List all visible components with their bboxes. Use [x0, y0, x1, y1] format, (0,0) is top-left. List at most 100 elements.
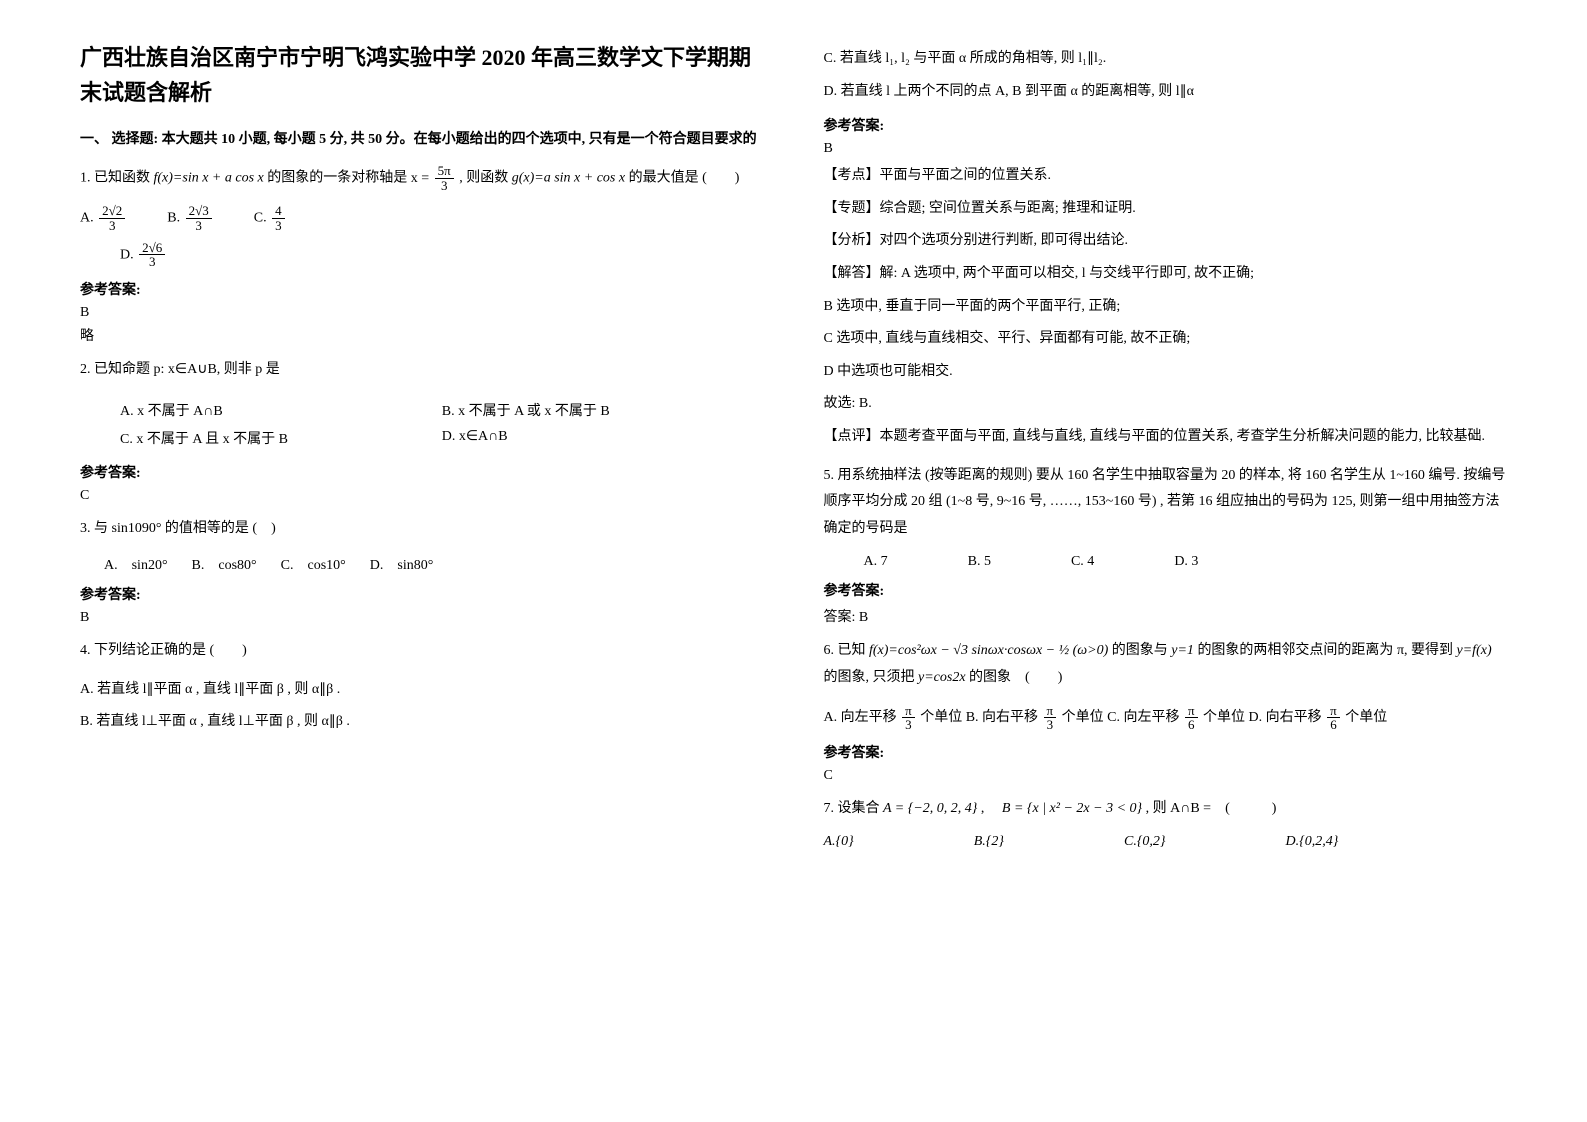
- q2-options: A. x 不属于 A∩B B. x 不属于 A 或 x 不属于 B C. x 不…: [80, 396, 764, 452]
- q6-optC-post: 个单位: [1203, 710, 1245, 725]
- q6-optA-pre: A. 向左平移: [824, 710, 897, 725]
- q7-optA: A.{0}: [824, 834, 854, 850]
- q2-optB: B. x 不属于 A 或 x 不属于 B: [442, 396, 764, 424]
- q7-optC: C.{0,2}: [1124, 834, 1166, 850]
- q5-options: A. 7 B. 5 C. 4 D. 3: [864, 554, 1508, 570]
- q6-optD: D. 向右平移 π6 个单位: [1249, 710, 1388, 725]
- q4-optA: A. 若直线 l∥平面 α , 直线 l∥平面 β , 则 α∥β .: [80, 677, 764, 704]
- q7-setA: A = {−2, 0, 2, 4}: [883, 801, 977, 816]
- q6-optB-pre: B. 向右平移: [966, 710, 1038, 725]
- q1-note: 略: [80, 325, 764, 345]
- q3-answer: B: [80, 610, 764, 626]
- q1-answer-label: 参考答案:: [80, 279, 764, 299]
- q6-stem-d: π, 要得到: [1397, 643, 1453, 658]
- q6-optB: B. 向右平移 π3 个单位: [966, 710, 1107, 725]
- q4-exp7: D 中选项也可能相交.: [824, 359, 1508, 386]
- question-7: 7. 设集合 A = {−2, 0, 2, 4} , B = {x | x² −…: [824, 796, 1508, 823]
- q4-exp2: 【专题】综合题; 空间位置关系与距离; 推理和证明.: [824, 196, 1508, 223]
- q1-optD: D. 2√63: [120, 241, 167, 269]
- q1-optC: C. 43: [254, 204, 287, 232]
- q4-exp5: B 选项中, 垂直于同一平面的两个平面平行, 正确;: [824, 294, 1508, 321]
- question-4: 4. 下列结论正确的是 ( ): [80, 638, 764, 665]
- q1-optC-pre: C.: [254, 211, 267, 226]
- q1-gx: g(x)=a sin x + cos x: [512, 171, 625, 186]
- q1-optC-den: 3: [272, 219, 285, 233]
- q6-optB-num: π: [1044, 704, 1057, 719]
- q1-options-row2: D. 2√63: [120, 241, 764, 269]
- q7-stem-a: 7. 设集合: [824, 801, 880, 816]
- q6-optA: A. 向左平移 π3 个单位: [824, 710, 966, 725]
- left-column: 广西壮族自治区南宁市宁明飞鸿实验中学 2020 年高三数学文下学期期末试题含解析…: [80, 40, 764, 1082]
- q4-exp4: 【解答】解: A 选项中, 两个平面可以相交, l 与交线平行即可, 故不正确;: [824, 261, 1508, 288]
- q4-exp6: C 选项中, 直线与直线相交、平行、异面都有可能, 故不正确;: [824, 326, 1508, 353]
- q6-stem-b: 的图象与: [1112, 643, 1168, 658]
- q1-optA-num: 2√2: [99, 204, 125, 219]
- q6-optA-num: π: [902, 704, 915, 719]
- q1-optD-pre: D.: [120, 247, 134, 262]
- q6-yfx: y=f(x): [1457, 643, 1492, 658]
- q1-stem-d: 的最大值是 ( ): [629, 171, 740, 186]
- q4-optC: C. 若直线 l₁, l₂ 与平面 α 所成的角相等, 则 l₁∥l₂.: [824, 46, 1508, 73]
- q6-optD-post: 个单位: [1345, 710, 1387, 725]
- q4-optD: D. 若直线 l 上两个不同的点 A, B 到平面 α 的距离相等, 则 l∥α: [824, 79, 1508, 106]
- q5-optA: A. 7: [864, 554, 888, 570]
- q6-options: A. 向左平移 π3 个单位 B. 向右平移 π3 个单位 C. 向左平移 π6…: [824, 704, 1508, 732]
- q1-xval: x = 5π 3: [411, 171, 459, 186]
- question-1: 1. 已知函数 f(x)=sin x + a cos x 的图象的一条对称轴是 …: [80, 164, 764, 192]
- question-6: 6. 已知 f(x)=cos²ωx − √3 sinωx·cosωx − ½ (…: [824, 638, 1508, 691]
- q2-optC: C. x 不属于 A 且 x 不属于 B: [120, 424, 442, 452]
- q3-options: A. sin20° B. cos80° C. cos10° D. sin80°: [104, 554, 764, 574]
- q4-exp9: 【点评】本题考查平面与平面, 直线与直线, 直线与平面的位置关系, 考查学生分析…: [824, 424, 1508, 451]
- q7-optD: D.{0,2,4}: [1286, 834, 1339, 850]
- q4-exp1: 【考点】平面与平面之间的位置关系.: [824, 163, 1508, 190]
- q6-optD-num: π: [1327, 704, 1340, 719]
- q4-exp8: 故选: B.: [824, 391, 1508, 418]
- q6-ycos: y=cos2x: [918, 670, 966, 685]
- q1-fx: f(x)=sin x + a cos x: [154, 171, 264, 186]
- section-1-header: 一、 选择题: 本大题共 10 小题, 每小题 5 分, 共 50 分。在每小题…: [80, 128, 764, 152]
- q1-optB-num: 2√3: [186, 204, 212, 219]
- q6-optC-num: π: [1185, 704, 1198, 719]
- q6-optA-post: 个单位: [920, 710, 962, 725]
- q1-xval-num: 5π: [435, 164, 454, 179]
- q6-optD-den: 6: [1327, 718, 1340, 732]
- q4-answer: B: [824, 141, 1508, 157]
- q6-stem-e: 的图象, 只须把: [824, 670, 915, 685]
- question-5: 5. 用系统抽样法 (按等距离的规则) 要从 160 名学生中抽取容量为 20 …: [824, 463, 1508, 543]
- q7-optB: B.{2}: [974, 834, 1004, 850]
- q1-optA: A. 2√23: [80, 204, 127, 232]
- q3-optD: D. sin80°: [370, 554, 434, 574]
- q2-optA: A. x 不属于 A∩B: [120, 396, 442, 424]
- q6-answer-label: 参考答案:: [824, 742, 1508, 762]
- q2-optD: D. x∈A∩B: [442, 424, 764, 452]
- q5-optD: D. 3: [1174, 554, 1198, 570]
- q3-optB: B. cos80°: [192, 554, 257, 574]
- q3-optC: C. cos10°: [281, 554, 346, 574]
- page-title: 广西壮族自治区南宁市宁明飞鸿实验中学 2020 年高三数学文下学期期末试题含解析: [80, 40, 764, 110]
- q1-optC-num: 4: [272, 204, 285, 219]
- q5-answer: 答案: B: [824, 606, 1508, 626]
- q5-optC: C. 4: [1071, 554, 1094, 570]
- q1-optD-num: 2√6: [139, 241, 165, 256]
- q5-answer-label: 参考答案:: [824, 580, 1508, 600]
- right-column: C. 若直线 l₁, l₂ 与平面 α 所成的角相等, 则 l₁∥l₂. D. …: [824, 40, 1508, 1082]
- q1-optA-den: 3: [106, 219, 119, 233]
- q1-stem-a: 1. 已知函数: [80, 171, 150, 186]
- q1-options: A. 2√23 B. 2√33 C. 43: [80, 204, 764, 232]
- q4-exp3: 【分析】对四个选项分别进行判断, 即可得出结论.: [824, 228, 1508, 255]
- q4-optB: B. 若直线 l⊥平面 α , 直线 l⊥平面 β , 则 α∥β .: [80, 709, 764, 736]
- q7-stem-b: , 则 A∩B = ( ): [1146, 801, 1277, 816]
- q7-setB: B = {x | x² − 2x − 3 < 0}: [1002, 801, 1142, 816]
- q5-optB: B. 5: [968, 554, 991, 570]
- q6-optD-pre: D. 向右平移: [1249, 710, 1322, 725]
- q1-answer: B: [80, 305, 764, 321]
- q6-y1: y=1: [1171, 643, 1194, 658]
- q6-stem-f: 的图象 ( ): [969, 670, 1062, 685]
- q6-optB-post: 个单位: [1062, 710, 1104, 725]
- q1-stem-b: 的图象的一条对称轴是: [267, 171, 407, 186]
- q6-optA-den: 3: [902, 718, 915, 732]
- q3-answer-label: 参考答案:: [80, 584, 764, 604]
- q6-stem-a: 6. 已知: [824, 643, 866, 658]
- q2-answer: C: [80, 488, 764, 504]
- q6-optC-den: 6: [1185, 718, 1198, 732]
